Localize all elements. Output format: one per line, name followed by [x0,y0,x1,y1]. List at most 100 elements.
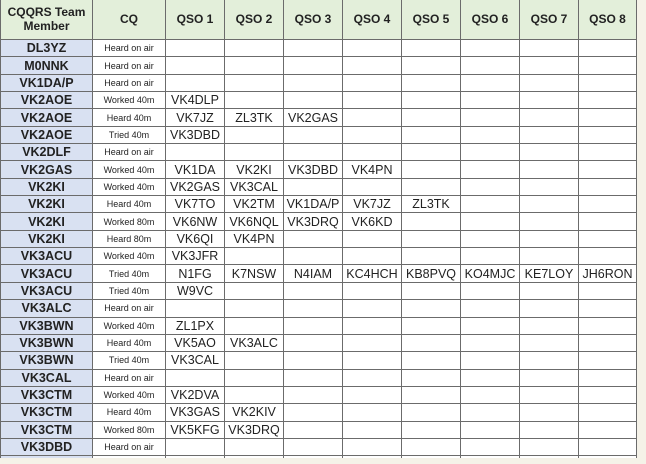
cq-cell[interactable]: Heard on air [92,38,166,58]
qso-cell[interactable]: VK2TM [224,195,284,214]
qso-cell[interactable] [401,299,461,318]
qso-cell[interactable] [224,143,284,162]
qso-cell[interactable] [519,316,579,335]
qso-cell[interactable] [519,38,579,58]
qso-cell[interactable]: ZL3TK [401,195,461,214]
qso-cell[interactable] [342,333,402,353]
cq-cell[interactable]: Tried 40m [92,281,166,301]
qso-cell[interactable] [342,385,402,405]
column-header[interactable]: CQQRS Team Member [0,0,93,40]
qso-cell[interactable] [578,212,637,231]
qso-cell[interactable] [460,56,520,75]
qso-cell[interactable] [519,212,579,231]
qso-cell[interactable] [224,368,284,387]
cq-cell[interactable]: Heard on air [92,143,166,162]
cq-cell[interactable]: Heard on air [92,437,166,457]
qso-cell[interactable]: VK2KI [224,160,284,179]
cell[interactable] [0,455,93,458]
qso-cell[interactable]: VK3DRQ [283,212,343,231]
qso-cell[interactable]: VK6KD [342,212,402,231]
qso-cell[interactable]: K7NSW [224,264,284,283]
member-cell[interactable]: VK2KI [0,212,93,231]
column-header[interactable]: QSO 1 [165,0,225,40]
qso-cell[interactable] [401,73,461,93]
column-header[interactable]: QSO 6 [460,0,520,40]
cq-cell[interactable]: Heard on air [92,56,166,75]
cq-cell[interactable]: Worked 40m [92,385,166,405]
qso-cell[interactable] [401,177,461,197]
column-header[interactable]: QSO 5 [401,0,461,40]
qso-cell[interactable]: KO4MJC [460,264,520,283]
member-cell[interactable]: VK3CTM [0,403,93,422]
qso-cell[interactable] [283,247,343,266]
member-cell[interactable]: VK3BWN [0,316,93,335]
qso-cell[interactable]: N4IAM [283,264,343,283]
qso-cell[interactable] [578,368,637,387]
cq-cell[interactable]: Heard 80m [92,229,166,249]
qso-cell[interactable] [519,385,579,405]
qso-cell[interactable] [578,56,637,75]
qso-cell[interactable] [519,299,579,318]
member-cell[interactable]: VK3ACU [0,247,93,266]
qso-cell[interactable] [460,403,520,422]
qso-cell[interactable]: KC4HCH [342,264,402,283]
qso-cell[interactable] [401,437,461,457]
cq-cell[interactable]: Worked 40m [92,91,166,110]
qso-cell[interactable] [460,125,520,145]
qso-cell[interactable]: VK3DRQ [224,420,284,439]
qso-cell[interactable]: VK2GAS [283,108,343,127]
qso-cell[interactable] [224,351,284,370]
qso-cell[interactable] [578,91,637,110]
qso-cell[interactable] [460,195,520,214]
cell[interactable] [460,455,520,458]
qso-cell[interactable] [578,299,637,318]
qso-cell[interactable] [460,281,520,301]
qso-cell[interactable] [283,38,343,58]
cell[interactable] [92,455,166,458]
qso-cell[interactable] [283,316,343,335]
qso-cell[interactable]: VK4PN [224,229,284,249]
qso-cell[interactable]: VK7TO [165,195,225,214]
member-cell[interactable]: VK3BWN [0,333,93,353]
cell[interactable] [224,455,284,458]
qso-cell[interactable] [342,108,402,127]
qso-cell[interactable] [460,351,520,370]
qso-cell[interactable] [460,143,520,162]
qso-cell[interactable] [401,385,461,405]
qso-cell[interactable] [578,351,637,370]
qso-cell[interactable] [519,195,579,214]
qso-cell[interactable] [401,316,461,335]
cq-cell[interactable]: Heard 40m [92,108,166,127]
qso-cell[interactable] [342,38,402,58]
qso-cell[interactable] [401,108,461,127]
qso-cell[interactable] [460,229,520,249]
qso-cell[interactable]: VK6NQL [224,212,284,231]
member-cell[interactable]: VK3BWN [0,351,93,370]
qso-cell[interactable] [165,38,225,58]
qso-cell[interactable] [342,229,402,249]
qso-cell[interactable] [342,299,402,318]
qso-cell[interactable] [165,56,225,75]
qso-cell[interactable] [283,437,343,457]
qso-cell[interactable] [519,281,579,301]
cq-cell[interactable]: Heard 40m [92,333,166,353]
qso-cell[interactable] [224,316,284,335]
cq-cell[interactable]: Heard on air [92,73,166,93]
qso-cell[interactable] [460,299,520,318]
qso-cell[interactable] [342,177,402,197]
qso-cell[interactable] [519,143,579,162]
qso-cell[interactable] [401,56,461,75]
qso-cell[interactable] [578,160,637,179]
member-cell[interactable]: VK2AOE [0,108,93,127]
member-cell[interactable]: VK3ACU [0,281,93,301]
qso-cell[interactable] [165,299,225,318]
qso-cell[interactable] [519,56,579,75]
qso-cell[interactable]: VK1DA [165,160,225,179]
cq-cell[interactable]: Tried 40m [92,264,166,283]
qso-cell[interactable]: VK4PN [342,160,402,179]
qso-cell[interactable] [460,247,520,266]
qso-cell[interactable]: VK3DBD [165,125,225,145]
member-cell[interactable]: VK2AOE [0,125,93,145]
qso-cell[interactable] [460,38,520,58]
qso-cell[interactable]: JH6RON [578,264,637,283]
